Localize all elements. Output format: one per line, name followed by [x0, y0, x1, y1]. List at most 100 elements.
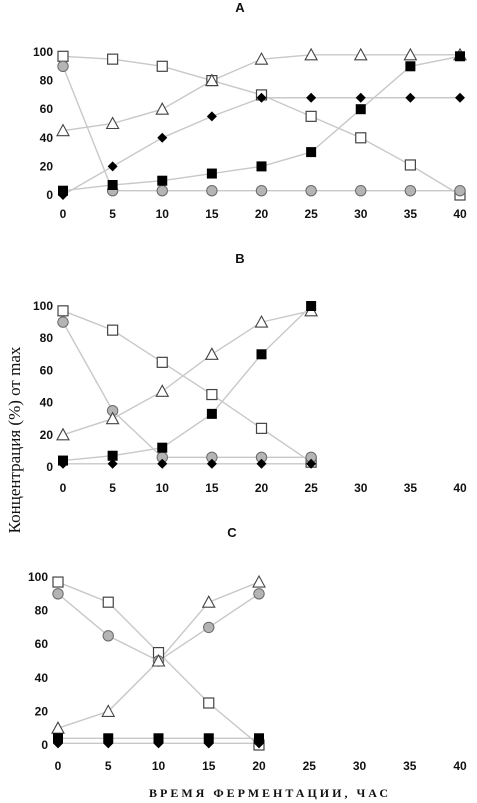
- data-point-filled-diamond: [157, 458, 168, 469]
- y-tick-label: 20: [35, 704, 49, 718]
- x-tick-label: 40: [453, 207, 467, 221]
- data-point-open-square: [355, 132, 367, 144]
- y-tick-label: 100: [33, 299, 53, 313]
- data-point-open-square: [255, 422, 268, 434]
- data-point-open-square: [57, 305, 69, 317]
- series-line-open-square: [62, 55, 461, 196]
- data-point-gray-circle: [255, 185, 268, 197]
- data-point-open-triangle: [56, 427, 70, 441]
- data-point-filled-diamond: [306, 92, 317, 103]
- data-point-filled-diamond: [405, 92, 416, 103]
- data-point-filled-diamond: [355, 92, 366, 103]
- data-point-filled-square: [203, 733, 214, 744]
- data-point-open-square: [52, 576, 64, 588]
- data-point-open-square: [206, 388, 218, 401]
- y-tick-label: 60: [40, 363, 54, 377]
- data-point-open-square: [203, 697, 215, 709]
- y-tick-label: 100: [28, 570, 48, 584]
- data-point-filled-square: [306, 147, 317, 158]
- data-point-filled-square: [206, 408, 217, 419]
- series-line-gray-circle: [62, 321, 312, 459]
- x-tick-label: 35: [403, 759, 417, 773]
- data-point-open-triangle: [252, 574, 266, 588]
- x-tick-label: 15: [202, 759, 216, 773]
- x-tick-label: 15: [205, 481, 219, 495]
- panel-title: A: [235, 0, 245, 15]
- data-point-open-triangle: [304, 47, 319, 61]
- x-tick-label: 5: [109, 481, 116, 495]
- y-tick-label: 0: [41, 738, 48, 752]
- series-line-filled-diamond: [62, 97, 460, 196]
- data-point-open-triangle: [101, 704, 116, 717]
- data-point-filled-square: [157, 175, 168, 186]
- y-tick-label: 80: [40, 74, 54, 88]
- data-point-open-square: [107, 324, 119, 336]
- data-point-open-square: [57, 50, 69, 62]
- data-point-open-triangle: [403, 47, 418, 61]
- y-tick-label: 40: [40, 396, 54, 410]
- y-tick-label: 60: [35, 637, 49, 651]
- data-point-filled-square: [103, 733, 114, 744]
- data-point-filled-square: [58, 455, 68, 466]
- data-point-gray-circle: [52, 588, 64, 600]
- x-tick-label: 40: [453, 481, 467, 495]
- data-point-filled-square: [254, 733, 264, 744]
- x-tick-label: 30: [354, 207, 368, 221]
- data-point-gray-circle: [253, 588, 265, 600]
- data-point-open-triangle: [254, 52, 269, 65]
- panel-C: C 0 20 40 60 80 100 0 5 10 15 20 25 30 35 40: [28, 525, 467, 773]
- data-point-filled-square: [107, 450, 118, 461]
- data-point-open-triangle: [353, 47, 368, 61]
- data-point-filled-diamond: [206, 111, 217, 122]
- data-point-open-triangle: [155, 102, 170, 115]
- data-point-gray-circle: [454, 185, 466, 197]
- series-line-gray-circle: [62, 66, 460, 192]
- x-tick-label: 15: [205, 207, 219, 221]
- data-point-filled-square: [157, 442, 168, 453]
- data-point-gray-circle: [102, 630, 114, 642]
- x-tick-label: 40: [453, 759, 467, 773]
- y-tick-label: 80: [35, 604, 49, 618]
- data-point-open-square: [156, 60, 168, 72]
- x-tick-label: 35: [404, 207, 418, 221]
- x-tick-label: 20: [255, 207, 269, 221]
- data-point-gray-circle: [203, 621, 215, 634]
- data-point-open-triangle: [51, 721, 65, 734]
- data-point-filled-diamond: [206, 458, 217, 469]
- y-tick-label: 0: [46, 460, 53, 474]
- data-point-filled-diamond: [107, 458, 118, 469]
- data-point-open-triangle: [254, 314, 269, 328]
- data-point-filled-square: [53, 733, 63, 744]
- data-point-gray-circle: [355, 185, 367, 197]
- x-tick-label: 30: [353, 759, 367, 773]
- data-point-open-square: [156, 356, 168, 368]
- data-point-open-triangle: [204, 73, 219, 87]
- x-tick-label: 10: [156, 481, 170, 495]
- x-tick-label: 10: [152, 759, 166, 773]
- panel-B: B 0 20 40 60 80 100 0 5 10 15 20 25 30 35 40: [33, 251, 467, 495]
- y-tick-label: 40: [40, 131, 54, 145]
- data-point-gray-circle: [156, 185, 168, 197]
- data-point-open-square: [102, 596, 114, 608]
- x-tick-label: 25: [304, 207, 318, 221]
- data-point-filled-square: [256, 349, 267, 360]
- data-point-open-triangle: [155, 384, 170, 397]
- x-tick-label: 25: [304, 481, 318, 495]
- data-point-open-triangle: [56, 123, 70, 137]
- data-point-filled-diamond: [157, 132, 168, 143]
- y-tick-label: 20: [40, 159, 54, 173]
- data-point-filled-diamond: [256, 458, 267, 469]
- y-tick-label: 60: [40, 102, 54, 116]
- y-tick-label: 0: [46, 188, 53, 202]
- data-point-filled-diamond: [455, 92, 465, 103]
- data-point-filled-square: [306, 301, 317, 311]
- data-point-gray-circle: [305, 185, 317, 197]
- x-tick-label: 0: [55, 759, 62, 773]
- data-point-filled-square: [107, 179, 118, 190]
- panel-A: A 0 20 40 60 80 100 0 5 10 15 20 25 30 35 40: [33, 0, 467, 221]
- x-tick-label: 20: [255, 481, 269, 495]
- x-tick-label: 0: [60, 481, 67, 495]
- x-tick-label: 35: [404, 481, 418, 495]
- x-tick-label: 5: [109, 207, 116, 221]
